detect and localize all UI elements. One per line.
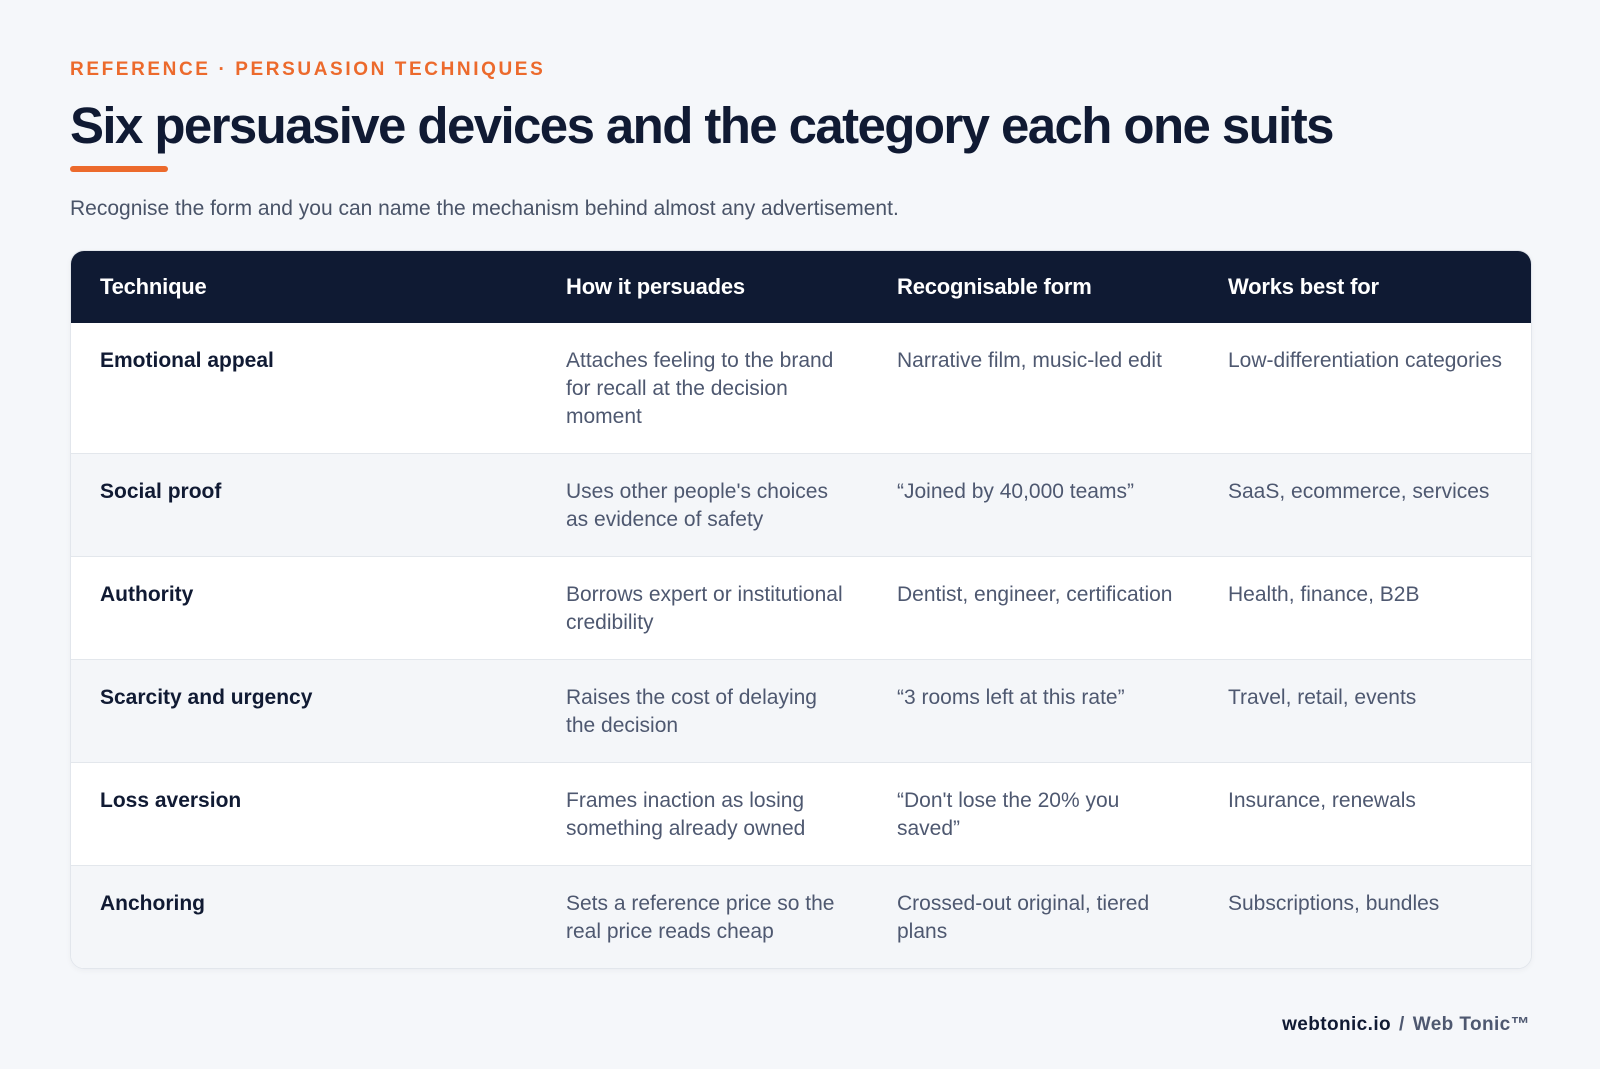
footer-credit: webtonic.io / Web Tonic™ bbox=[1282, 1014, 1530, 1036]
technique-cell: Scarcity and urgency bbox=[71, 659, 537, 763]
table-row: Scarcity and urgency Raises the cost of … bbox=[71, 659, 1531, 763]
best-for-cell: SaaS, ecommerce, services bbox=[1199, 453, 1531, 557]
footer-separator: / bbox=[1399, 1014, 1405, 1035]
best-for-cell: Low-differentiation categories bbox=[1228, 349, 1502, 372]
technique-cell: Authority bbox=[71, 556, 537, 660]
technique-cell: Anchoring bbox=[71, 865, 537, 968]
techniques-table-card: Technique How it persuades Recognisable … bbox=[70, 250, 1532, 969]
page-title: Six persuasive devices and the category … bbox=[70, 97, 1334, 154]
column-header-technique: Technique bbox=[100, 274, 207, 299]
techniques-table: Technique How it persuades Recognisable … bbox=[71, 251, 1531, 968]
table-row: Social proof Uses other people's choices… bbox=[71, 453, 1531, 557]
title-accent-rule bbox=[70, 166, 168, 172]
column-header-works-best-for: Works best for bbox=[1228, 274, 1379, 299]
table-row: Anchoring Sets a reference price so the … bbox=[71, 865, 1531, 968]
form-cell: Crossed-out original, tiered plans bbox=[868, 865, 1199, 968]
footer-brand: Web Tonic™ bbox=[1412, 1014, 1530, 1035]
how-cell: Borrows expert or institutional credibil… bbox=[537, 556, 868, 660]
technique-cell: Loss aversion bbox=[71, 762, 537, 866]
table-header-row: Technique How it persuades Recognisable … bbox=[71, 251, 1531, 323]
table-row: Authority Borrows expert or institutiona… bbox=[71, 556, 1531, 660]
form-cell: “3 rooms left at this rate” bbox=[868, 659, 1199, 763]
form-cell: Narrative film, music-led edit bbox=[897, 349, 1162, 372]
how-cell: Attaches feeling to the brand for recall… bbox=[566, 349, 834, 428]
best-for-cell: Health, finance, B2B bbox=[1199, 556, 1531, 660]
footer-domain: webtonic.io bbox=[1282, 1014, 1392, 1035]
table-row: Loss aversion Frames inaction as losing … bbox=[71, 762, 1531, 866]
how-cell: Sets a reference price so the real price… bbox=[537, 865, 868, 968]
how-cell: Uses other people's choices as evidence … bbox=[537, 453, 868, 557]
technique-cell: Emotional appeal bbox=[100, 349, 274, 372]
column-header-how-it-persuades: How it persuades bbox=[566, 274, 745, 299]
how-cell: Frames inaction as losing something alre… bbox=[537, 762, 868, 866]
table-row: Emotional appeal Attaches feeling to the… bbox=[71, 323, 1531, 454]
how-cell: Raises the cost of delaying the decision bbox=[537, 659, 868, 763]
best-for-cell: Travel, retail, events bbox=[1199, 659, 1531, 763]
form-cell: “Don't lose the 20% you saved” bbox=[868, 762, 1199, 866]
best-for-cell: Insurance, renewals bbox=[1199, 762, 1531, 866]
form-cell: “Joined by 40,000 teams” bbox=[868, 453, 1199, 557]
technique-cell: Social proof bbox=[71, 453, 537, 557]
eyebrow-label: REFERENCE · PERSUASION TECHNIQUES bbox=[70, 59, 546, 80]
form-cell: Dentist, engineer, certification bbox=[868, 556, 1199, 660]
page-subtitle: Recognise the form and you can name the … bbox=[70, 197, 899, 220]
column-header-recognisable-form: Recognisable form bbox=[897, 274, 1092, 299]
page: REFERENCE · PERSUASION TECHNIQUES Six pe… bbox=[70, 58, 1532, 969]
best-for-cell: Subscriptions, bundles bbox=[1199, 865, 1531, 968]
